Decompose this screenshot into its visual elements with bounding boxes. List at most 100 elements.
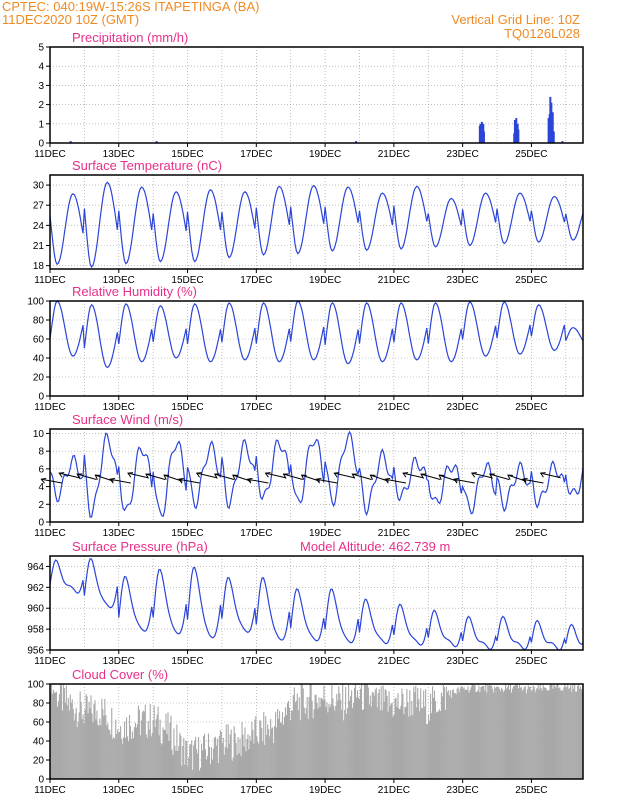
cloud-bar bbox=[254, 719, 256, 779]
cloud-bar bbox=[92, 722, 94, 779]
cloud-bar bbox=[510, 692, 513, 779]
cloud-bar bbox=[95, 719, 97, 779]
cloud-bar bbox=[159, 719, 161, 779]
cloud-bar bbox=[55, 691, 58, 779]
x-tick-label: 13DEC bbox=[103, 785, 135, 796]
x-tick-label: 11DEC bbox=[34, 656, 66, 667]
cloud-bar bbox=[82, 714, 84, 779]
cloud-bar bbox=[233, 726, 235, 779]
cloud-bar bbox=[495, 688, 497, 779]
cloud-bar bbox=[435, 712, 438, 779]
cloud-bar bbox=[460, 685, 462, 779]
cloud-bar bbox=[67, 697, 69, 779]
cloud-bar bbox=[214, 736, 216, 779]
cloud-bar bbox=[551, 684, 553, 779]
cloud-bar bbox=[200, 767, 202, 779]
cloud-bar bbox=[299, 720, 301, 779]
cloud-bar bbox=[105, 715, 107, 779]
cloud-bar bbox=[70, 702, 72, 779]
cloud-bar bbox=[547, 689, 549, 779]
cloud-bar bbox=[126, 736, 129, 779]
cloud-bar bbox=[253, 743, 255, 779]
cloud-bar bbox=[578, 684, 580, 779]
cloud-bar bbox=[537, 684, 539, 779]
cloud-bar bbox=[61, 710, 63, 779]
cloud-bar bbox=[454, 693, 456, 779]
cloud-bar bbox=[406, 688, 408, 779]
cloud-bar bbox=[174, 745, 176, 779]
cloud-bar bbox=[134, 722, 136, 779]
cloud-bar bbox=[83, 723, 85, 779]
panel-frame bbox=[49, 46, 584, 144]
cloud-bar bbox=[75, 707, 77, 779]
cloud-bar bbox=[346, 713, 348, 779]
cloud-bar bbox=[508, 689, 511, 779]
cloud-bar bbox=[155, 719, 157, 779]
wind-arrowhead bbox=[369, 474, 376, 480]
cloud-bar bbox=[345, 686, 347, 779]
cloud-bar bbox=[265, 716, 267, 779]
y-tick-label: 80 bbox=[33, 699, 45, 710]
cloud-bar bbox=[229, 734, 231, 779]
cloud-bar bbox=[389, 706, 391, 779]
wind-arrow bbox=[453, 478, 475, 484]
cloud-bar bbox=[273, 743, 275, 779]
cloud-bar bbox=[129, 726, 132, 779]
cloud-bar bbox=[128, 715, 131, 779]
cloud-bar bbox=[137, 705, 139, 779]
x-tick-label: 17DEC bbox=[240, 149, 272, 160]
cloud-bar bbox=[86, 696, 88, 779]
cloud-bar bbox=[549, 684, 551, 779]
wind-arrow bbox=[540, 472, 561, 479]
cloud-bar bbox=[258, 743, 260, 779]
cloud-bar bbox=[353, 703, 355, 779]
cloud-bar bbox=[536, 687, 538, 779]
cloud-bar bbox=[240, 755, 242, 779]
x-tick-label: 23DEC bbox=[447, 528, 479, 539]
cloud-bar bbox=[211, 759, 213, 779]
wind-arrowhead bbox=[453, 477, 460, 484]
cloud-bar bbox=[499, 688, 501, 779]
cloud-bar bbox=[275, 712, 277, 779]
wind-arrow bbox=[316, 478, 338, 484]
cloud-bar bbox=[199, 770, 201, 779]
wind-arrow bbox=[77, 473, 97, 480]
cloud-bar bbox=[393, 714, 395, 779]
cloud-bar bbox=[181, 765, 183, 779]
cloud-bar bbox=[93, 704, 95, 779]
cloud-bar bbox=[198, 736, 200, 779]
model-code: TQ0126L028 bbox=[504, 26, 580, 41]
cloud-bar bbox=[280, 723, 283, 779]
cloud-bar bbox=[202, 736, 205, 779]
cloud-bar bbox=[358, 698, 361, 779]
cloud-bar bbox=[506, 688, 508, 779]
cloud-bar bbox=[302, 688, 304, 779]
cloud-bar bbox=[285, 714, 288, 779]
cloud-bar bbox=[489, 684, 491, 779]
cloud-bar bbox=[448, 695, 450, 779]
x-tick-label: 23DEC bbox=[447, 402, 479, 413]
cloud-bar bbox=[572, 684, 574, 779]
panel-6: 0 20 40 60 80 100 Cloud Cover (%) 11DEC 13DEC 15D… bbox=[27, 667, 584, 796]
cloud-bar bbox=[247, 734, 249, 779]
cloud-bar bbox=[202, 750, 204, 779]
x-tick-label: 19DEC bbox=[309, 785, 341, 796]
cloud-bar bbox=[322, 699, 324, 779]
cloud-bar bbox=[147, 721, 149, 779]
cloud-bar bbox=[238, 753, 240, 779]
cloud-bar bbox=[173, 728, 175, 779]
cloud-bar bbox=[293, 687, 295, 779]
cloud-bar bbox=[150, 736, 152, 779]
cloud-bar bbox=[528, 686, 530, 779]
cloud-bar bbox=[546, 690, 548, 779]
cloud-bar bbox=[119, 731, 121, 779]
wind-arrow bbox=[178, 478, 200, 484]
cloud-bar bbox=[451, 690, 453, 779]
x-tick-label: 17DEC bbox=[240, 656, 272, 667]
x-tick-label: 23DEC bbox=[447, 656, 479, 667]
cloud-bar bbox=[250, 740, 252, 779]
cloud-bar bbox=[425, 689, 427, 779]
panel-frame bbox=[49, 300, 584, 397]
wind-arrowhead bbox=[282, 473, 289, 479]
cloud-bar bbox=[53, 692, 56, 779]
